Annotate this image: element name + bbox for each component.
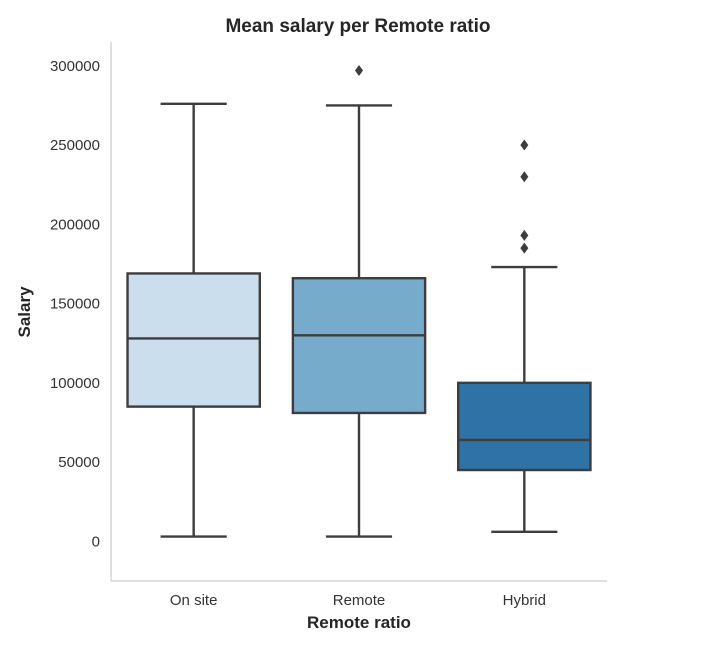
x-tick-label: Remote <box>333 592 386 609</box>
outlier-marker <box>520 242 529 254</box>
y-tick-label: 250000 <box>50 137 100 154</box>
y-axis-label: Salary <box>15 286 34 338</box>
boxplot-remote <box>291 65 427 538</box>
y-tick-label: 100000 <box>50 375 100 392</box>
outlier-marker <box>520 229 529 241</box>
outlier-marker <box>355 65 363 77</box>
y-tick-label: 0 <box>92 533 100 550</box>
box-iqr <box>126 272 261 408</box>
y-tick-label: 50000 <box>58 454 100 471</box>
boxplot-on-site <box>126 102 261 538</box>
x-axis-label: Remote ratio <box>307 613 411 632</box>
y-tick-label: 200000 <box>50 216 100 233</box>
y-tick-label: 150000 <box>50 296 100 313</box>
y-tick-labels: 0 50000 100000 150000 200000 250000 300000 <box>50 58 100 551</box>
box-iqr <box>291 277 427 415</box>
box-iqr <box>457 381 592 472</box>
boxplot-hybrid <box>457 139 592 534</box>
x-tick-label: On site <box>170 592 218 609</box>
y-tick-label: 300000 <box>50 58 100 75</box>
outlier-marker <box>520 171 529 183</box>
x-tick-labels: On site Remote Hybrid <box>170 592 546 609</box>
boxplots <box>126 65 592 538</box>
chart-title: Mean salary per Remote ratio <box>225 16 490 37</box>
outlier-marker <box>520 139 529 151</box>
x-tick-label: Hybrid <box>503 592 546 609</box>
